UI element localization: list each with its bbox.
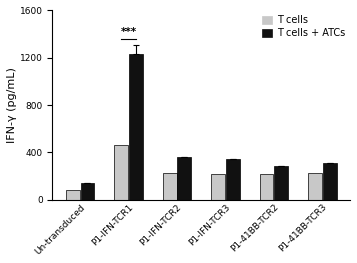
Text: ***: *** [120, 27, 137, 37]
Bar [275, 166, 288, 200]
Bar [308, 173, 322, 200]
Y-axis label: IFN-γ (pg/mL): IFN-γ (pg/mL) [7, 67, 17, 143]
Bar [323, 163, 337, 200]
Bar [211, 174, 225, 200]
Bar [163, 173, 176, 200]
Bar [66, 190, 80, 200]
Bar [226, 159, 240, 200]
Legend: T cells, T cells + ATCs: T cells, T cells + ATCs [262, 15, 345, 38]
Bar [81, 183, 94, 200]
Bar [177, 157, 191, 200]
Bar [115, 145, 128, 200]
Bar [129, 54, 142, 200]
Bar [260, 174, 273, 200]
